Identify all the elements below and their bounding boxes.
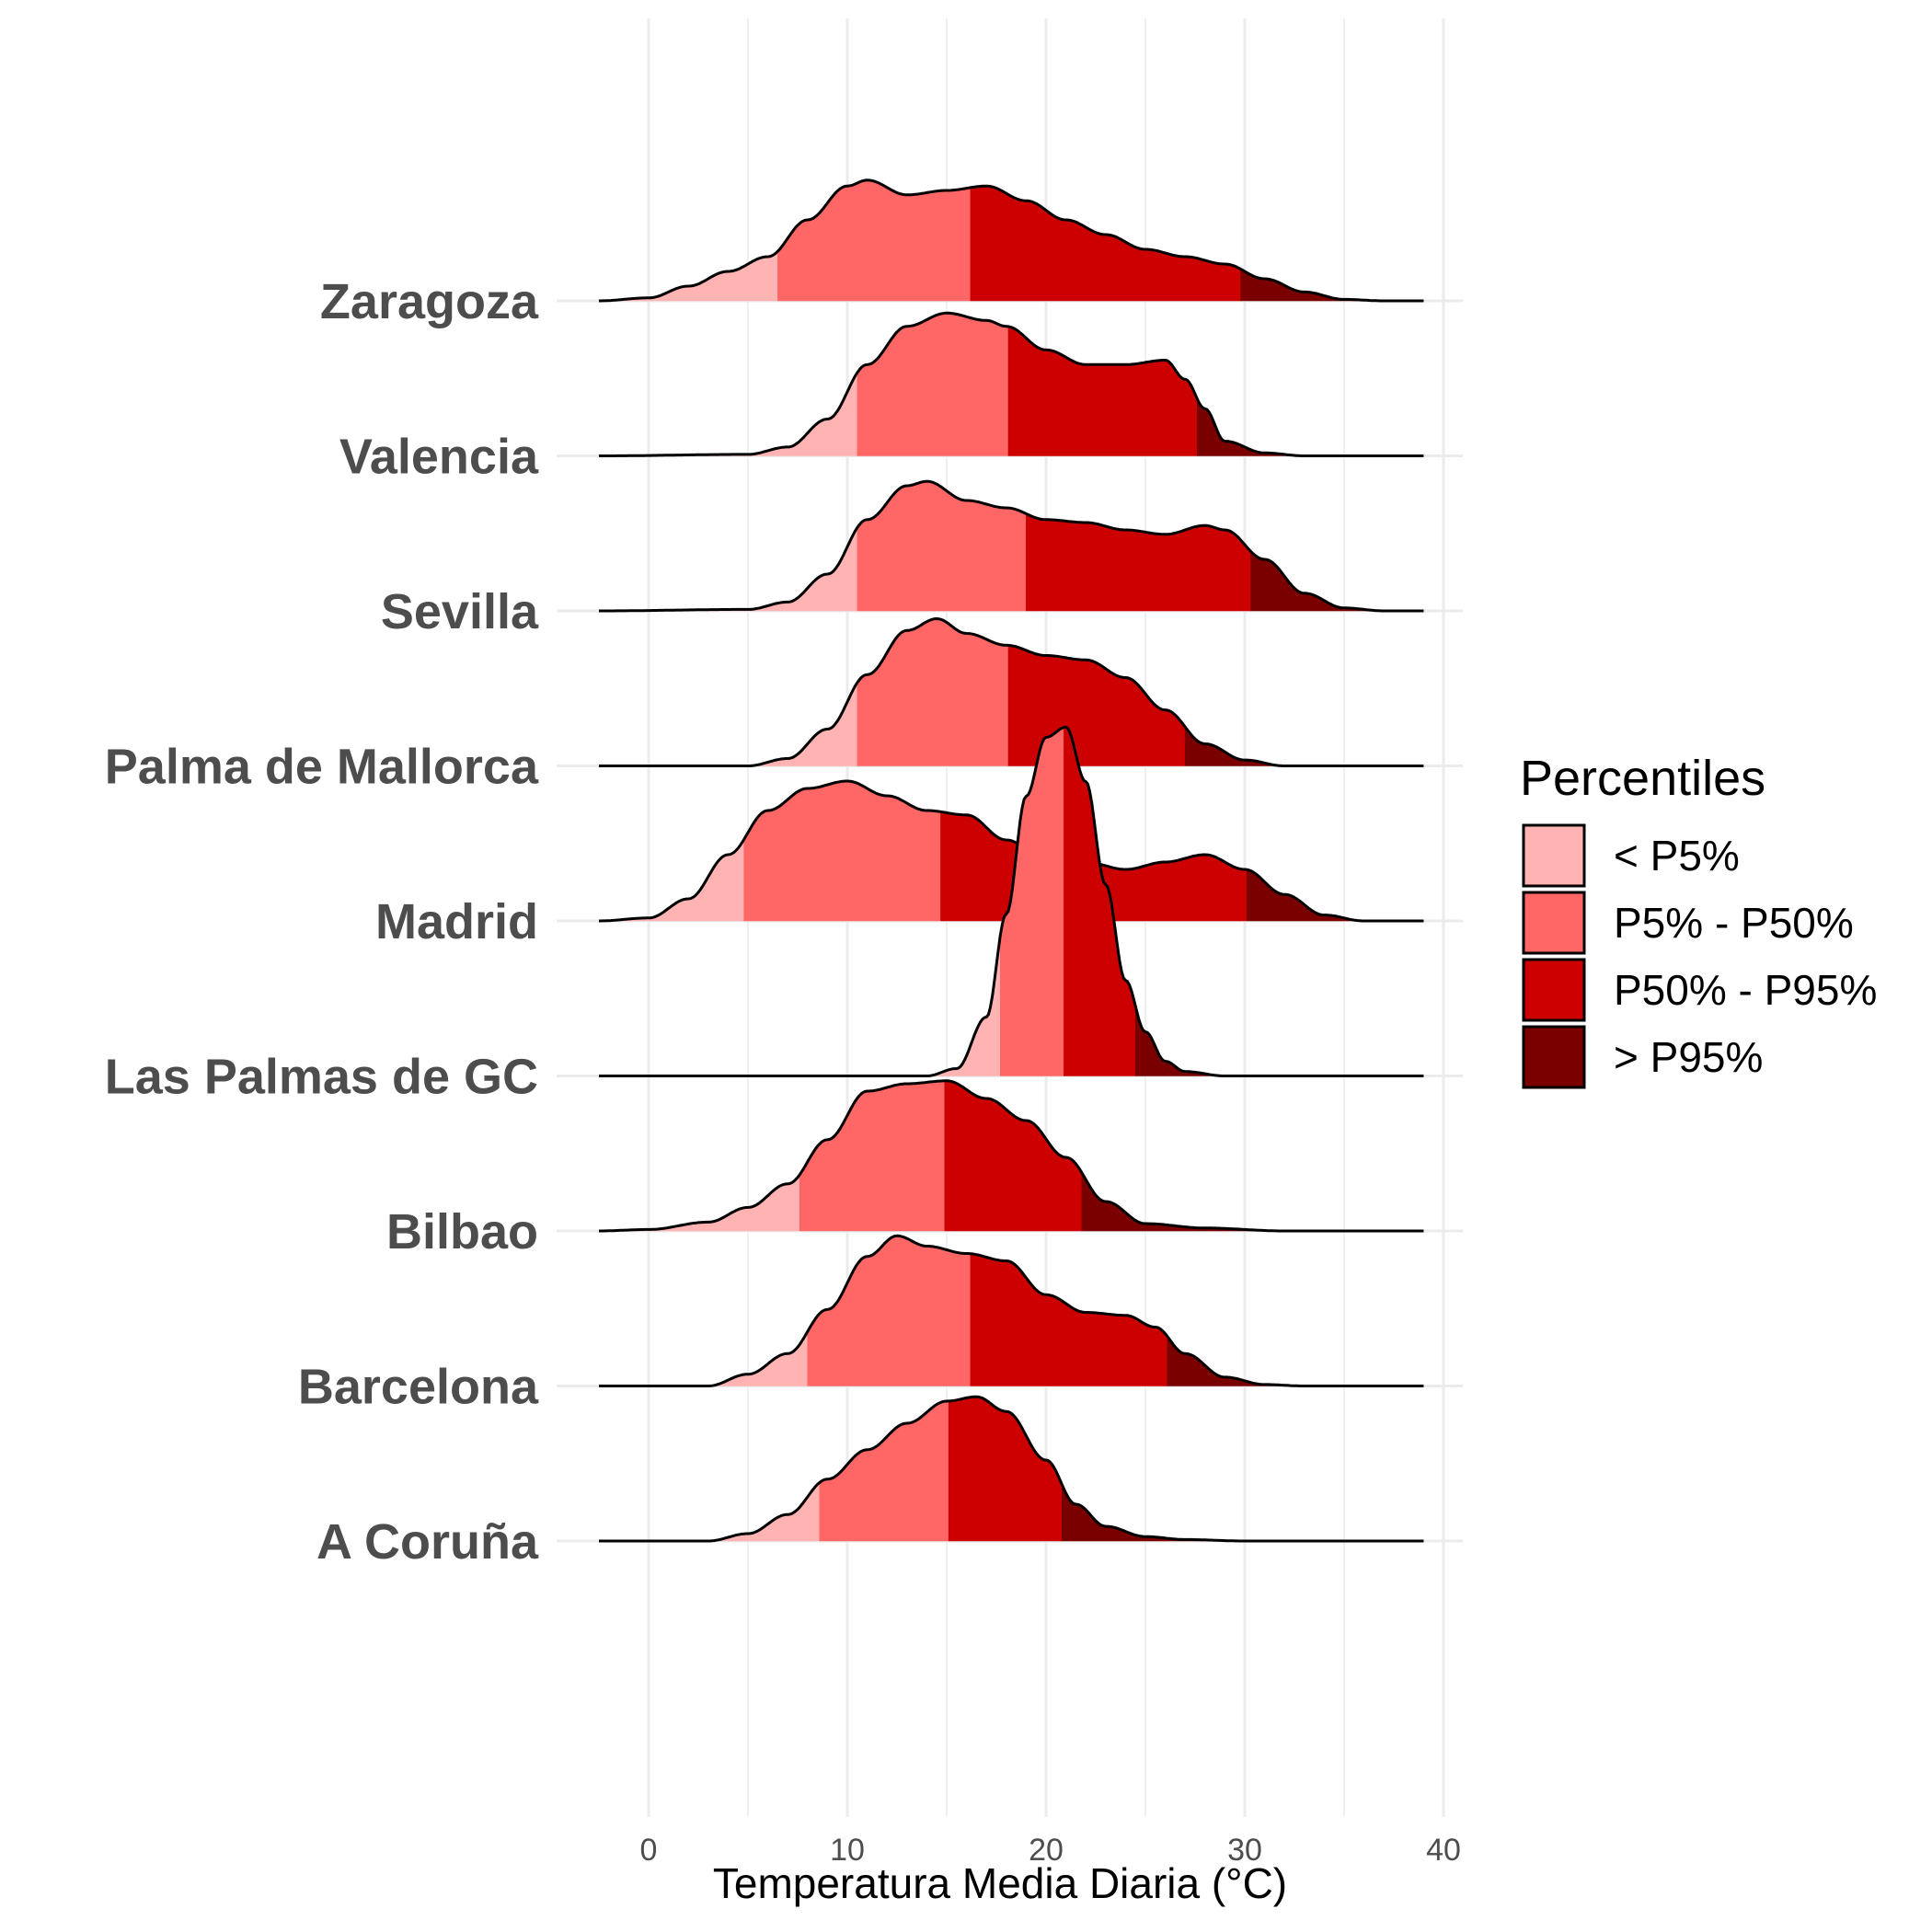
ridge-outline <box>599 479 1424 613</box>
ridge-outline <box>599 617 1424 767</box>
ridge-segment-p5 <box>599 935 1001 1076</box>
ridge-segment-p5-p50 <box>857 618 1009 766</box>
legend-title: Percentiles <box>1520 751 1765 806</box>
ridge-segment-p95 <box>1184 726 1424 766</box>
ridge-segment-p5 <box>599 681 858 766</box>
ridge-outline <box>599 1079 1424 1233</box>
ridge-segment-p95 <box>1240 268 1424 302</box>
x-tick-label: 10 <box>830 1833 865 1868</box>
density-ridges <box>599 178 1424 1543</box>
ridge-segment-p5-p50 <box>807 1235 972 1386</box>
ridge-segment-p95 <box>1246 868 1424 922</box>
ridge-segment-p5-p50 <box>857 313 1009 456</box>
x-axis: 0 10 20 30 40 <box>640 1833 1461 1868</box>
ridge-segment-p5 <box>599 250 778 302</box>
legend-label: P5% - P50% <box>1614 899 1854 947</box>
legend-label: < P5% <box>1614 832 1740 880</box>
city-label-las-palmas-de-gc: Las Palmas de GC <box>105 1050 538 1105</box>
ridge-segment-p95 <box>1081 1171 1424 1232</box>
legend-key-p50-p95 <box>1522 958 1586 1022</box>
city-label-barcelona: Barcelona <box>298 1360 539 1415</box>
city-label-zaragoza: Zaragoza <box>320 274 539 329</box>
city-label-palma-de-mallorca: Palma de Mallorca <box>105 740 539 795</box>
ridge-segment-p5-p50 <box>819 1400 949 1542</box>
ridge-outline <box>599 1234 1424 1387</box>
x-tick-label: 40 <box>1426 1833 1461 1868</box>
ridge-outline <box>599 725 1424 1077</box>
ridge-las-palmas-de-gc <box>599 725 1424 1077</box>
legend-label: > P95% <box>1614 1033 1763 1081</box>
ridge-segment-p5 <box>599 1481 821 1542</box>
legend-label: P50% - P95% <box>1614 966 1877 1014</box>
ridge-outline <box>599 779 1424 923</box>
city-labels: A Coruña Barcelona Bilbao Las Palmas de GC M… <box>105 274 539 1570</box>
ridge-segment-p95 <box>1196 398 1424 456</box>
ridge-segment-p5-p50 <box>857 480 1027 612</box>
city-label-madrid: Madrid <box>375 894 538 949</box>
ridge-a-coruna <box>599 1395 1424 1543</box>
ridge-segment-p50-p95 <box>970 185 1241 302</box>
ridge-segment-p5 <box>599 371 858 456</box>
ridge-zaragoza <box>599 178 1424 303</box>
ridge-segment-p95 <box>1062 1484 1424 1542</box>
ridge-segment-p95 <box>1167 1335 1424 1386</box>
ridge-segment-p5 <box>599 838 744 922</box>
city-label-bilbao: Bilbao <box>386 1204 538 1259</box>
legend-key-p95 <box>1522 1025 1586 1089</box>
ridge-segment-p5-p50 <box>799 1080 946 1232</box>
city-label-sevilla: Sevilla <box>381 584 539 639</box>
city-label-valencia: Valencia <box>339 430 539 485</box>
x-tick-label: 20 <box>1029 1833 1064 1868</box>
x-tick-label: 0 <box>640 1833 658 1868</box>
ridge-segment-p5 <box>599 526 858 612</box>
ridge-segment-p5-p50 <box>743 780 941 922</box>
ridge-valencia <box>599 311 1424 457</box>
legend-key-p5 <box>1522 823 1586 888</box>
x-tick-label: 30 <box>1227 1833 1262 1868</box>
ridge-palma-de-mallorca <box>599 617 1424 767</box>
ridge-segment-p5-p50 <box>777 179 972 302</box>
city-label-a-coruna: A Coruña <box>316 1514 539 1570</box>
ridge-sevilla <box>599 479 1424 613</box>
legend-key-p5-p50 <box>1522 891 1586 955</box>
ridge-outline <box>599 1395 1424 1543</box>
ridge-bilbao <box>599 1079 1424 1233</box>
ridge-outline <box>599 178 1424 303</box>
ridge-segment-p95 <box>1250 550 1424 612</box>
ridge-outline <box>599 311 1424 457</box>
legend: Percentiles < P5% P5% - P50% P50% - P95% > … <box>1520 751 1877 1089</box>
x-axis-title: Temperatura Media Diaria (°C) <box>713 1859 1287 1907</box>
ridge-segment-p95 <box>1134 1006 1424 1076</box>
ridge-barcelona <box>599 1234 1424 1387</box>
